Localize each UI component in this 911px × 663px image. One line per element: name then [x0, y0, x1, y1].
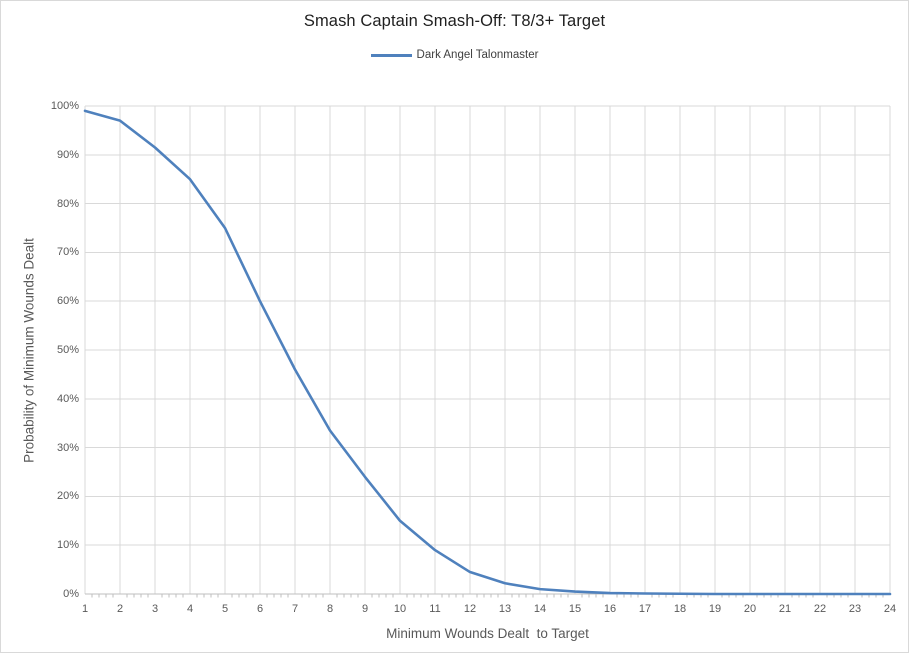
- x-tick-label: 12: [463, 603, 477, 615]
- x-tick-label: 10: [393, 603, 407, 615]
- x-tick-label: 19: [708, 603, 722, 615]
- x-tick-label: 20: [743, 603, 757, 615]
- x-tick-label: 24: [883, 603, 897, 615]
- x-tick-label: 17: [638, 603, 652, 615]
- x-axis-title: Minimum Wounds Dealt to Target: [386, 626, 589, 641]
- x-tick-label: 15: [568, 603, 582, 615]
- x-tick-label: 16: [603, 603, 617, 615]
- x-tick-label: 1: [81, 603, 89, 615]
- x-tick-label: 13: [498, 603, 512, 615]
- x-tick-label: 7: [291, 603, 299, 615]
- y-tick-label: 10%: [56, 539, 79, 552]
- y-axis-title: Probability of Minimum Wounds Dealt: [21, 238, 37, 463]
- y-tick-label: 70%: [56, 246, 79, 259]
- legend-line-marker: [370, 53, 412, 57]
- x-tick-label: 3: [151, 603, 159, 615]
- x-tick-label: 6: [256, 603, 264, 615]
- y-tick-label: 0%: [63, 588, 79, 600]
- x-tick-label: 22: [813, 603, 827, 615]
- y-tick-label: 60%: [56, 295, 79, 308]
- x-tick-label: 9: [361, 603, 369, 615]
- y-tick-label: 90%: [56, 148, 79, 161]
- y-tick-label: 100%: [50, 100, 79, 112]
- x-tick-label: 21: [778, 603, 792, 615]
- y-tick-label: 80%: [56, 197, 79, 210]
- x-tick-label: 14: [533, 603, 547, 615]
- y-tick-label: 40%: [56, 392, 79, 405]
- x-tick-label: 11: [429, 603, 441, 615]
- legend: Dark Angel Talonmaster: [1, 49, 908, 61]
- y-tick-label: 20%: [56, 490, 79, 503]
- y-tick-label: 30%: [56, 441, 79, 454]
- x-tick-label: 18: [673, 603, 687, 615]
- y-tick-label: 50%: [56, 344, 79, 356]
- chart-title: Smash Captain Smash-Off: T8/3+ Target: [303, 12, 606, 30]
- legend-label: Dark Angel Talonmaster: [416, 49, 539, 61]
- x-tick-label: 2: [116, 603, 124, 615]
- x-tick-label: 8: [326, 603, 334, 615]
- x-tick-label: 23: [848, 603, 862, 615]
- x-tick-label: 5: [221, 603, 229, 615]
- x-tick-label: 4: [186, 603, 194, 615]
